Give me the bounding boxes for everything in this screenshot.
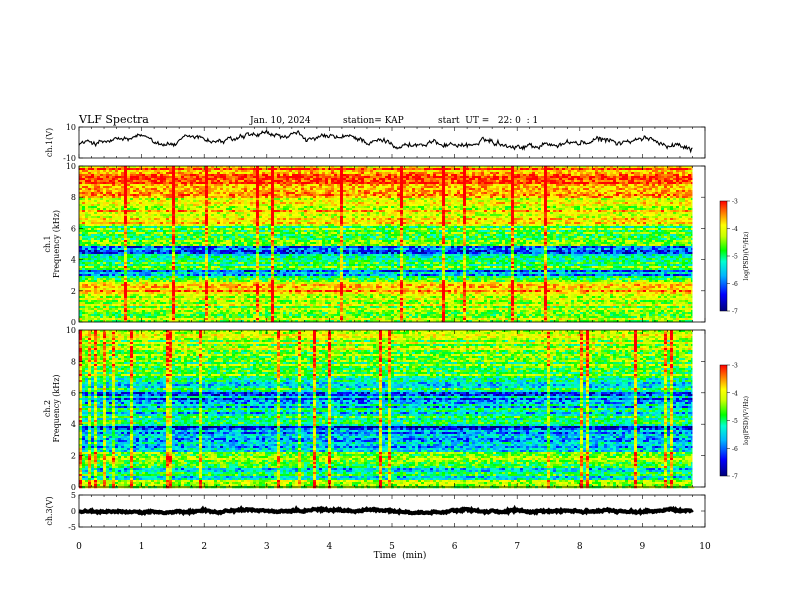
x-axis-label: Time (min) [374, 550, 427, 561]
station-label: station= KAP [343, 116, 404, 126]
ch1-colorbar: -3 -4 -5 -6 -7 log(PSD)(V²/Hz) [720, 199, 750, 316]
x-tick-label: 1 [139, 542, 145, 552]
ch1-waveform-y-label: ch.1(V) [45, 128, 54, 157]
ch1-waveform-trace [79, 131, 693, 152]
ch2-spectrogram-y-tick-label: 6 [71, 389, 76, 398]
ch1-spectrogram-y-tick-label: 6 [71, 224, 76, 233]
ch1-colorbar-tick-label: -3 [732, 199, 738, 206]
x-tick-label: 6 [452, 542, 458, 552]
ch3-waveform-y-tick-label: -5 [68, 523, 76, 532]
ch2-colorbar-tick-label: -3 [732, 363, 738, 370]
x-tick-label: 0 [76, 542, 82, 552]
x-tick-label: 3 [264, 542, 270, 552]
ch1-spectrogram-y-label: ch.1 [43, 235, 52, 252]
ch1-spectrogram-no-data [692, 166, 705, 322]
ch2-spectrogram-y-tick-label: 10 [66, 326, 76, 335]
x-tick-label: 7 [514, 542, 520, 552]
ch1-spectrogram-y-label: Frequency (kHz) [52, 210, 61, 278]
ch1-spectrogram-y-tick-label: 10 [66, 162, 76, 171]
ch2-colorbar-tick-label: -5 [732, 418, 738, 425]
ch2-colorbar-tick-label: -6 [732, 446, 738, 453]
ch1-spectrogram-y-tick-label: 2 [71, 287, 76, 296]
ch2-colorbar-tick-label: -7 [732, 474, 738, 481]
ch2-colorbar-tick-label: -4 [732, 390, 738, 397]
ch1-colorbar-label: log(PSD)(V²/Hz) [743, 232, 750, 281]
ch3-waveform-y-label: ch.3(V) [45, 496, 54, 525]
ch2-colorbar-label: log(PSD)(V²/Hz) [743, 396, 750, 445]
ch1-waveform-y-tick-label: 10 [66, 123, 76, 132]
ch2-spectrogram-y-tick-label: 8 [71, 357, 76, 366]
vlf-spectra-figure: VLF Spectra Jan. 10, 2024 station= KAP s… [0, 0, 792, 612]
ch1-spectrogram-image [79, 166, 694, 322]
ch2-spectrogram-y-tick-label: 2 [71, 452, 76, 461]
start-time-label: start UT = 22: 0 : 1 [438, 116, 538, 126]
x-tick-label: 10 [699, 542, 711, 552]
ch1-colorbar-tick-label: -5 [732, 254, 738, 261]
ch1-waveform-frame [79, 127, 705, 158]
x-tick-label: 9 [640, 542, 646, 552]
ch2-colorbar-gradient [720, 365, 727, 476]
ch2-spectrogram-y-label: ch.2 [43, 400, 52, 417]
ch3-waveform-panel: 5 0 -5 ch.3(V) [45, 491, 705, 532]
ch2-spectrogram-y-tick-label: 4 [71, 420, 76, 429]
ch2-spectrogram-no-data [692, 330, 705, 487]
ch2-colorbar: -3 -4 -5 -6 -7 log(PSD)(V²/Hz) [720, 363, 750, 481]
ch2-spectrogram-image [79, 330, 694, 488]
x-tick-label: 4 [327, 542, 333, 552]
x-tick-label: 2 [201, 542, 207, 552]
ch3-waveform-y-tick-label: 0 [71, 507, 76, 516]
x-tick-label: 8 [577, 542, 583, 552]
ch3-waveform-trace [79, 509, 693, 514]
date-label: Jan. 10, 2024 [249, 116, 311, 126]
ch1-spectrogram-y-tick-label: 8 [71, 193, 76, 202]
ch2-spectrogram-y-label: Frequency (kHz) [52, 374, 61, 442]
ch1-colorbar-tick-label: -7 [732, 309, 738, 316]
figure-title: VLF Spectra [78, 113, 149, 126]
ch3-waveform-y-tick-label: 5 [71, 491, 76, 500]
ch1-colorbar-tick-label: -4 [732, 226, 738, 233]
ch1-spectrogram-y-tick-label: 4 [71, 256, 76, 265]
ch1-colorbar-gradient [720, 201, 727, 311]
ch1-colorbar-tick-label: -6 [732, 281, 738, 288]
